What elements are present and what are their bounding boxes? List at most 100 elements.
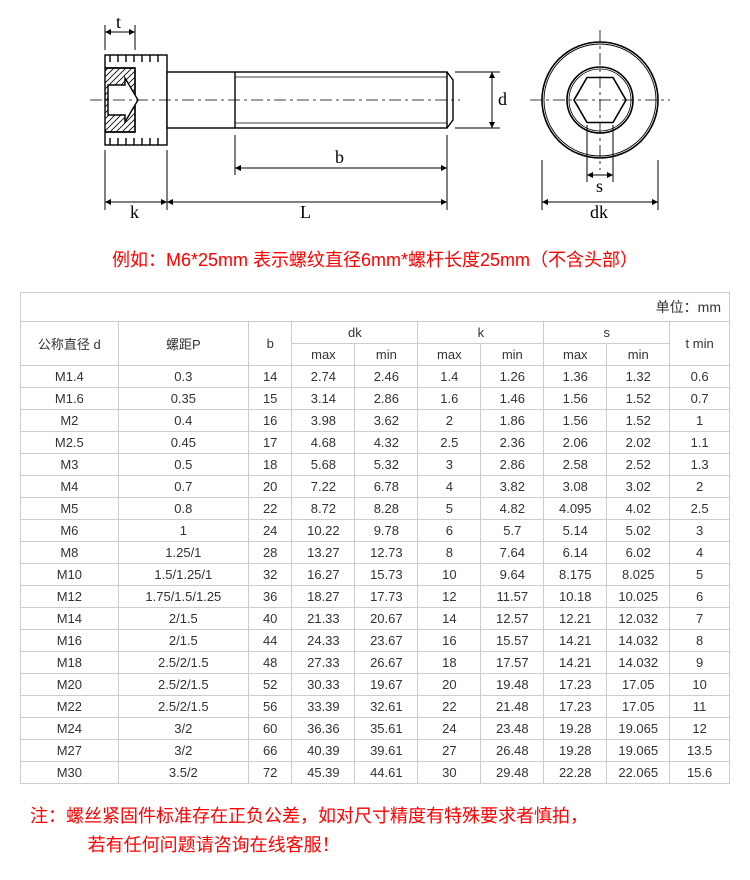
cell-kmax: 14 xyxy=(418,608,481,630)
cell-kmax: 30 xyxy=(418,762,481,784)
cell-dkmin: 20.67 xyxy=(355,608,418,630)
cell-kmin: 19.48 xyxy=(481,674,544,696)
cell-dkmax: 18.27 xyxy=(292,586,355,608)
cell-t: 2.5 xyxy=(670,498,730,520)
dim-dk: dk xyxy=(590,202,608,220)
cell-b: 24 xyxy=(248,520,291,542)
note-line1: 注：螺丝紧固件标准存在正负公差，如对尺寸精度有特殊要求者慎拍， xyxy=(30,806,588,826)
cell-smax: 1.56 xyxy=(544,388,607,410)
cell-kmax: 12 xyxy=(418,586,481,608)
table-row: M612410.229.7865.75.145.023 xyxy=(21,520,730,542)
cell-d: M22 xyxy=(21,696,119,718)
cell-smax: 14.21 xyxy=(544,630,607,652)
cell-d: M8 xyxy=(21,542,119,564)
cell-smax: 17.23 xyxy=(544,674,607,696)
cell-t: 13.5 xyxy=(670,740,730,762)
cell-dkmin: 17.73 xyxy=(355,586,418,608)
cell-dkmax: 33.39 xyxy=(292,696,355,718)
th-d: 公称直径 d xyxy=(21,322,119,366)
table-row: M2.50.45174.684.322.52.362.062.021.1 xyxy=(21,432,730,454)
cell-smax: 6.14 xyxy=(544,542,607,564)
cell-kmax: 10 xyxy=(418,564,481,586)
cell-kmin: 2.36 xyxy=(481,432,544,454)
cell-dkmax: 13.27 xyxy=(292,542,355,564)
cell-smin: 4.02 xyxy=(607,498,670,520)
cell-b: 66 xyxy=(248,740,291,762)
cell-d: M30 xyxy=(21,762,119,784)
cell-d: M1.4 xyxy=(21,366,119,388)
cell-dkmin: 23.67 xyxy=(355,630,418,652)
table-row: M1.40.3142.742.461.41.261.361.320.6 xyxy=(21,366,730,388)
dim-L: L xyxy=(300,202,311,220)
cell-p: 0.5 xyxy=(118,454,248,476)
cell-smax: 4.095 xyxy=(544,498,607,520)
cell-p: 2.5/2/1.5 xyxy=(118,674,248,696)
table-row: M222.5/2/1.55633.3932.612221.4817.2317.0… xyxy=(21,696,730,718)
spec-table-wrap: 单位：mm 公称直径 d 螺距P b dk k s t min max min … xyxy=(0,292,750,784)
cell-b: 40 xyxy=(248,608,291,630)
cell-dkmax: 45.39 xyxy=(292,762,355,784)
cell-b: 16 xyxy=(248,410,291,432)
footnote: 注：螺丝紧固件标准存在正负公差，如对尺寸精度有特殊要求者慎拍， 若有任何问题请咨… xyxy=(0,784,750,880)
cell-kmax: 24 xyxy=(418,718,481,740)
cell-b: 72 xyxy=(248,762,291,784)
cell-kmax: 5 xyxy=(418,498,481,520)
cell-smin: 1.32 xyxy=(607,366,670,388)
dim-k: k xyxy=(130,202,139,220)
cell-kmin: 1.46 xyxy=(481,388,544,410)
cell-d: M2.5 xyxy=(21,432,119,454)
cell-dkmax: 4.68 xyxy=(292,432,355,454)
cell-kmin: 2.86 xyxy=(481,454,544,476)
cell-d: M3 xyxy=(21,454,119,476)
cell-dkmax: 10.22 xyxy=(292,520,355,542)
cell-dkmax: 3.14 xyxy=(292,388,355,410)
dim-t: t xyxy=(116,12,121,32)
table-row: M81.25/12813.2712.7387.646.146.024 xyxy=(21,542,730,564)
table-row: M273/26640.3939.612726.4819.2819.06513.5 xyxy=(21,740,730,762)
cell-kmax: 27 xyxy=(418,740,481,762)
cell-d: M12 xyxy=(21,586,119,608)
cell-d: M16 xyxy=(21,630,119,652)
cell-p: 1 xyxy=(118,520,248,542)
cell-kmax: 8 xyxy=(418,542,481,564)
cell-p: 3.5/2 xyxy=(118,762,248,784)
cell-kmax: 18 xyxy=(418,652,481,674)
cell-kmin: 21.48 xyxy=(481,696,544,718)
cell-dkmin: 32.61 xyxy=(355,696,418,718)
spec-table: 公称直径 d 螺距P b dk k s t min max min max mi… xyxy=(20,321,730,784)
cell-t: 0.7 xyxy=(670,388,730,410)
cell-p: 0.35 xyxy=(118,388,248,410)
cell-kmax: 6 xyxy=(418,520,481,542)
cell-d: M5 xyxy=(21,498,119,520)
cell-d: M6 xyxy=(21,520,119,542)
cell-p: 0.7 xyxy=(118,476,248,498)
cell-p: 3/2 xyxy=(118,740,248,762)
cell-t: 0.6 xyxy=(670,366,730,388)
cell-d: M10 xyxy=(21,564,119,586)
cell-t: 15.6 xyxy=(670,762,730,784)
cell-kmin: 15.57 xyxy=(481,630,544,652)
cell-kmin: 26.48 xyxy=(481,740,544,762)
cell-dkmax: 3.98 xyxy=(292,410,355,432)
cell-smin: 2.52 xyxy=(607,454,670,476)
note-line2: 若有任何问题请咨询在线客服！ xyxy=(30,831,720,860)
cell-t: 8 xyxy=(670,630,730,652)
cell-kmax: 3 xyxy=(418,454,481,476)
cell-b: 17 xyxy=(248,432,291,454)
cell-p: 0.3 xyxy=(118,366,248,388)
cell-t: 4 xyxy=(670,542,730,564)
cell-kmin: 9.64 xyxy=(481,564,544,586)
cell-smax: 19.28 xyxy=(544,718,607,740)
table-row: M303.5/27245.3944.613029.4822.2822.06515… xyxy=(21,762,730,784)
cell-smin: 5.02 xyxy=(607,520,670,542)
table-row: M243/26036.3635.612423.4819.2819.06512 xyxy=(21,718,730,740)
cell-dkmax: 40.39 xyxy=(292,740,355,762)
cell-kmin: 17.57 xyxy=(481,652,544,674)
cell-smax: 12.21 xyxy=(544,608,607,630)
cell-kmax: 4 xyxy=(418,476,481,498)
cell-kmax: 2.5 xyxy=(418,432,481,454)
cell-b: 32 xyxy=(248,564,291,586)
cell-p: 3/2 xyxy=(118,718,248,740)
cell-dkmin: 9.78 xyxy=(355,520,418,542)
cell-p: 2.5/2/1.5 xyxy=(118,652,248,674)
